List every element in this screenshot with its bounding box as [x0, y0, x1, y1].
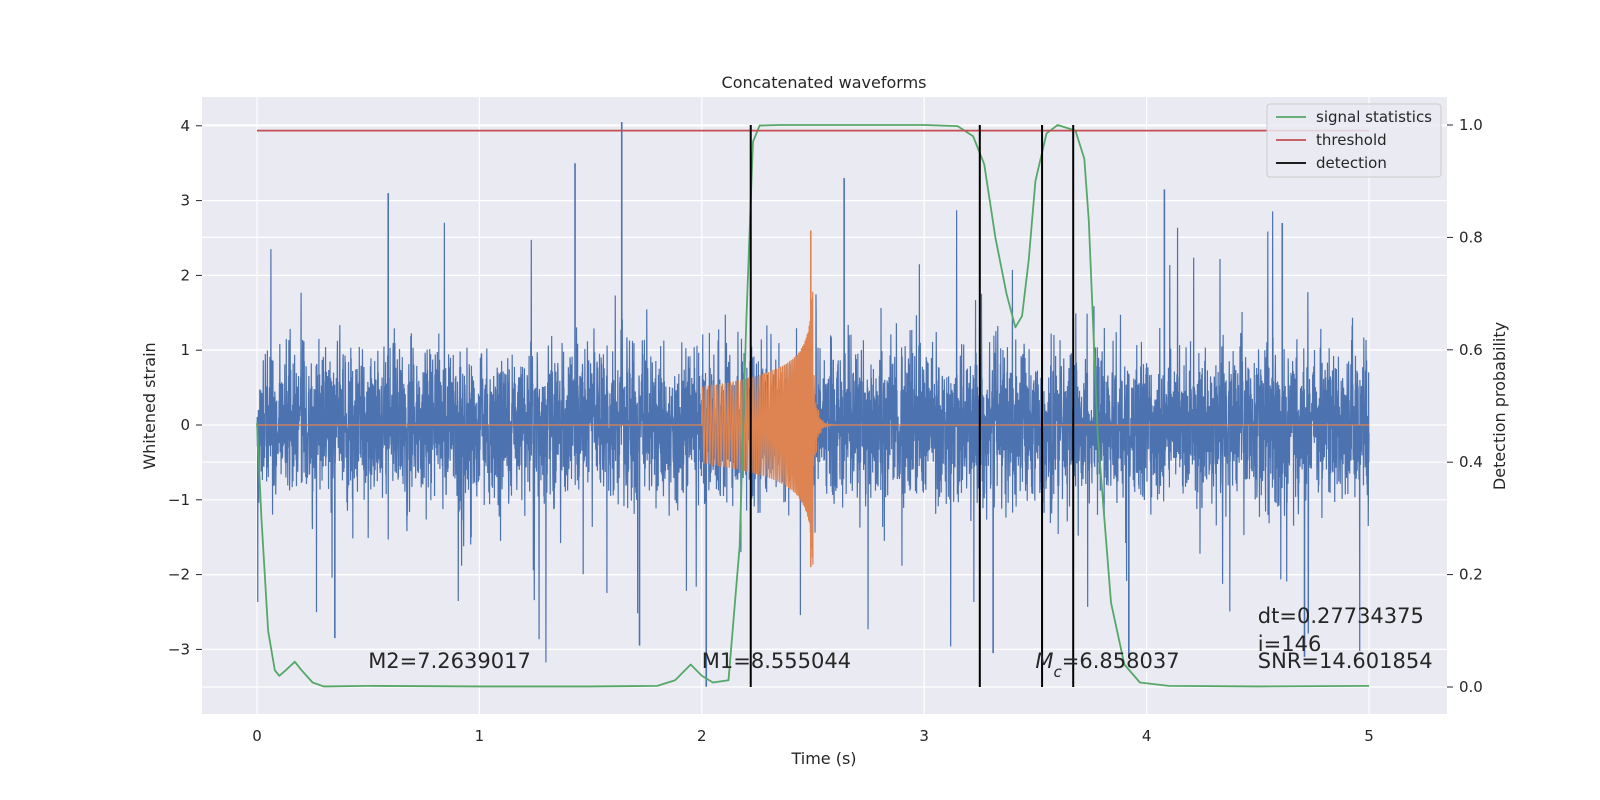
x-tick-label-3: 3 [919, 727, 929, 745]
signal-statistics-series [256, 124, 1370, 688]
y-tick-label-0: 4 [180, 117, 190, 135]
y-right-tick-label-3: 0.4 [1459, 453, 1483, 471]
x-tick-label-2: 2 [697, 727, 707, 745]
annotation-2: Mc=6.858037 [1035, 649, 1179, 681]
y-right-tick-label-0: 1.0 [1459, 116, 1483, 134]
signal-statistics-line [256, 124, 1370, 688]
legend-label-detection: detection [1316, 154, 1387, 172]
y-tick-label-1: 3 [180, 192, 190, 210]
x-tick-label-1: 1 [475, 727, 485, 745]
chirp-series [257, 230, 1369, 568]
annotations: M2=7.2639017 M1=8.555044 Mc=6.858037 dt=0.2… [368, 604, 1432, 681]
y-tick-label-4: 0 [180, 416, 190, 434]
chirp-line [257, 291, 1369, 565]
legend-label-signal-statistics: signal statistics [1316, 108, 1432, 126]
y-tick-label-2: 2 [180, 266, 190, 284]
annotation-0: M2=7.2639017 [368, 649, 531, 673]
annotation-3: dt=0.27734375 [1258, 604, 1424, 628]
y-right-tick-label-1: 0.8 [1459, 228, 1483, 246]
annotation-1: M1=8.555044 [702, 649, 851, 673]
x-tick-label-4: 4 [1142, 727, 1152, 745]
axis-ticks: 0 1 2 3 4 5 4 3 2 1 0 −1 −2 −3 1.0 0.8 0.6 0.4 0.2 0.0 [168, 116, 1483, 745]
legend-label-threshold: threshold [1316, 131, 1387, 149]
detection-lines [749, 125, 1075, 687]
annotation-5: SNR=14.601854 [1258, 649, 1433, 673]
legend: signal statistics threshold detection [1266, 103, 1442, 178]
y-tick-label-3: 1 [180, 341, 190, 359]
x-tick-label-0: 0 [252, 727, 262, 745]
x-axis-label: Time (s) [790, 749, 856, 768]
annotation-4: i=146 [1258, 632, 1322, 656]
y-right-tick-label-4: 0.2 [1459, 566, 1483, 584]
legend-box [1266, 103, 1442, 178]
y-tick-label-5: −1 [168, 491, 190, 509]
y-axis-right-label: Detection probability [1490, 322, 1509, 490]
y-tick-label-7: −3 [168, 640, 190, 658]
y-right-tick-label-5: 0.0 [1459, 678, 1483, 696]
y-tick-label-6: −2 [168, 566, 190, 584]
y-right-tick-label-2: 0.6 [1459, 341, 1483, 359]
x-tick-label-5: 5 [1364, 727, 1374, 745]
y-axis-label: Whitened strain [140, 342, 159, 469]
chart-title: Concatenated waveforms [722, 73, 927, 92]
